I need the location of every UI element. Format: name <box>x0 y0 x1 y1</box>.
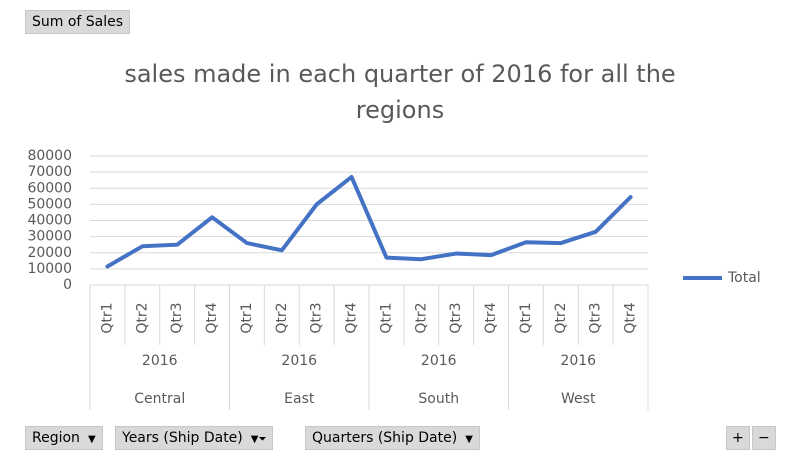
y-tick-label: 20000 <box>27 245 72 261</box>
region-label: Central <box>134 391 185 407</box>
button-label: Quarters (Ship Date) <box>312 430 458 446</box>
x-tick-label: Qtr4 <box>483 302 499 333</box>
y-tick-label: 10000 <box>27 261 72 277</box>
series-line <box>105 174 633 269</box>
x-tick-label: Qtr2 <box>274 302 290 333</box>
quarters-field-button[interactable]: Quarters (Ship Date) ▼ <box>305 426 480 450</box>
y-tick-label: 30000 <box>27 229 72 245</box>
x-tick-label: Qtr1 <box>239 302 255 333</box>
x-tick-label: Qtr2 <box>413 302 429 333</box>
y-tick-label: 50000 <box>27 196 72 212</box>
y-tick-label: 60000 <box>27 180 72 196</box>
x-tick-label: Qtr2 <box>553 302 569 333</box>
expand-button[interactable]: + <box>726 426 750 450</box>
year-label: 2016 <box>281 353 317 369</box>
y-tick-label: 70000 <box>27 164 72 180</box>
button-label: + <box>732 430 744 446</box>
x-tick-label: Qtr3 <box>169 302 185 333</box>
y-tick-label: 0 <box>63 277 72 293</box>
year-label: 2016 <box>560 353 596 369</box>
x-tick-label: Qtr3 <box>309 302 325 333</box>
year-label: 2016 <box>421 353 457 369</box>
years-field-button[interactable]: Years (Ship Date) ▼⏷ <box>115 426 274 450</box>
chart-title: sales made in each quarter of 2016 for a… <box>124 60 676 124</box>
value-field-button[interactable]: Sum of Sales <box>25 10 131 34</box>
region-label: South <box>418 391 459 407</box>
button-label: − <box>758 430 770 446</box>
x-tick-label: Qtr3 <box>448 302 464 333</box>
button-label: Sum of Sales <box>32 14 124 30</box>
y-tick-label: 80000 <box>27 148 72 164</box>
x-tick-label: Qtr4 <box>623 302 639 333</box>
x-tick-label: Qtr1 <box>99 302 115 333</box>
y-tick-label: 40000 <box>27 213 72 229</box>
dropdown-arrow: ▼ <box>87 434 96 445</box>
x-tick-label: Qtr4 <box>344 302 360 333</box>
x-tick-label: Qtr4 <box>204 302 220 333</box>
region-label: East <box>284 391 315 407</box>
region-label: West <box>561 391 596 407</box>
x-tick-label: Qtr1 <box>518 302 534 333</box>
button-label: Region <box>32 430 80 446</box>
dropdown-arrow: ▼ <box>465 434 473 445</box>
year-label: 2016 <box>142 353 178 369</box>
x-tick-label: Qtr2 <box>134 302 150 333</box>
button-label: Years (Ship Date) <box>122 430 243 446</box>
filter-icon: ▼⏷ <box>250 434 267 445</box>
collapse-button[interactable]: − <box>752 426 776 450</box>
x-tick-label: Qtr3 <box>588 302 604 333</box>
legend-label: Total <box>727 270 761 286</box>
x-tick-label: Qtr1 <box>378 302 394 333</box>
region-field-button[interactable]: Region ▼ <box>25 426 103 450</box>
